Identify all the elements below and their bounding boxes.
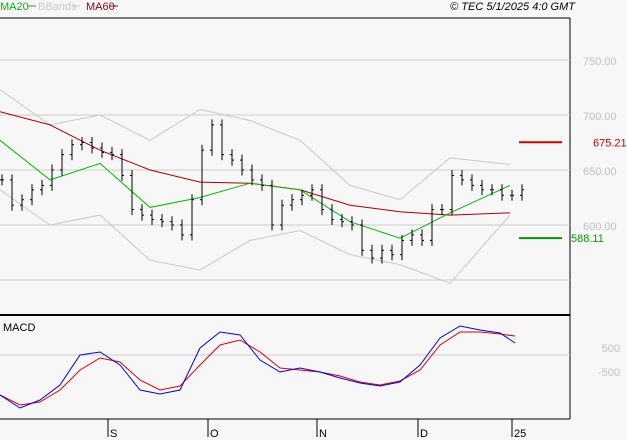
macd-signal-line [0, 331, 516, 406]
x-tick-label: D [420, 428, 428, 440]
level-label: 588.11 [571, 233, 604, 245]
macd-title: MACD [3, 322, 35, 334]
legend: MA20 BBands MA60 [0, 1, 118, 13]
legend-bbands: BBands [38, 1, 77, 13]
macd-y-tick-label: 500 [602, 343, 620, 355]
y-tick-label: 600.00 [583, 221, 617, 233]
y-tick-label: 700.00 [583, 111, 617, 123]
macd-y-tick-label: -500 [598, 367, 620, 379]
legend-ma60: MA60 [86, 1, 115, 13]
x-tick-label: O [210, 428, 219, 440]
y-tick-label: 750.00 [583, 56, 617, 68]
x-tick-label: 25 [514, 428, 526, 440]
ma20-line [0, 139, 511, 239]
macd-line [0, 325, 516, 409]
bband-lower [0, 189, 511, 284]
copyright: © TEC 5/1/2025 4:0 GMT [450, 1, 576, 13]
x-tick-label: S [110, 428, 117, 440]
y-tick-label: 650.00 [583, 166, 617, 178]
level-label: 675.21 [593, 137, 627, 149]
ma60-line [0, 111, 511, 216]
x-tick-label: N [319, 428, 327, 440]
bband-upper [0, 89, 511, 201]
legend-ma20: MA20 [0, 1, 29, 13]
